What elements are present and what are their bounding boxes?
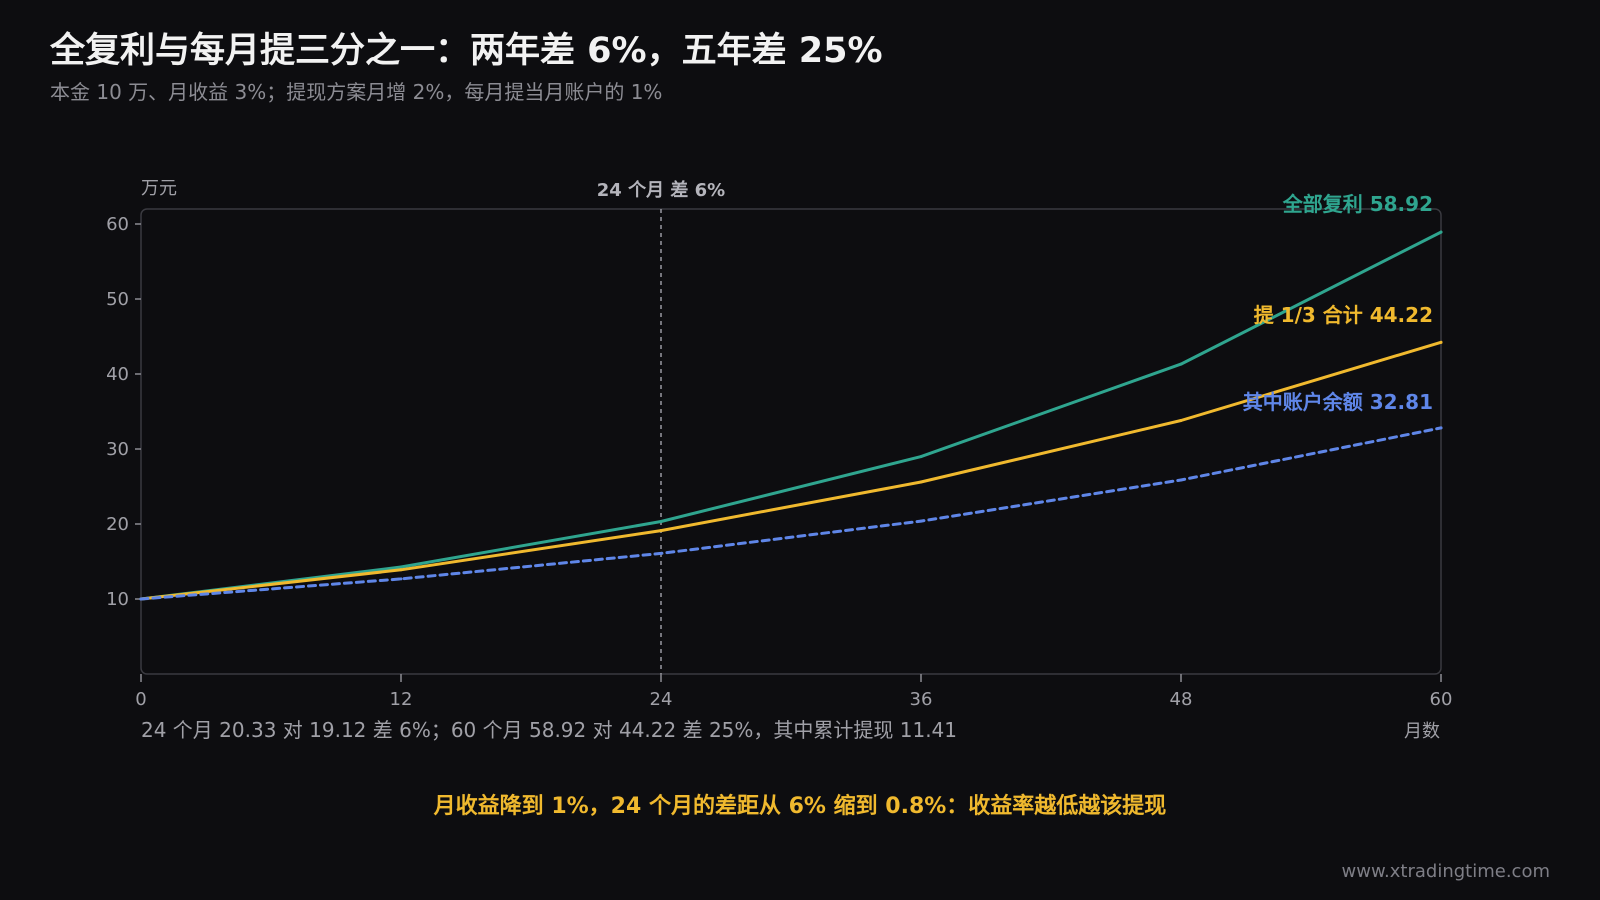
y-tick-label: 60: [106, 214, 129, 235]
x-tick-label: 36: [910, 689, 933, 710]
chart-subtitle: 本金 10 万、月收益 3%；提现方案月增 2%，每月提当月账户的 1%: [50, 80, 663, 104]
data-point: [919, 519, 923, 523]
series-label-2: 其中账户余额 32.81: [1243, 390, 1433, 414]
data-point: [1439, 230, 1443, 234]
data-point: [659, 529, 663, 533]
y-tick-label: 40: [106, 364, 129, 385]
series-label-1: 提 1/3 合计 44.22: [1254, 303, 1433, 327]
highlight-conclusion: 月收益降到 1%，24 个月的差距从 6% 缩到 0.8%：收益率越低越该提现: [433, 794, 1167, 819]
data-point: [1179, 419, 1183, 422]
x-tick-label: 24: [650, 689, 673, 710]
y-tick-label: 30: [106, 439, 129, 460]
y-tick-label: 10: [106, 589, 129, 610]
data-point: [919, 455, 923, 459]
x-tick-label: 60: [1430, 689, 1453, 710]
data-point: [399, 568, 403, 572]
data-point: [659, 551, 663, 555]
y-axis-label: 万元: [141, 178, 177, 199]
source-url: www.xtradingtime.com: [1341, 861, 1550, 882]
y-tick-label: 20: [106, 514, 129, 535]
data-point: [399, 565, 403, 569]
data-point: [919, 480, 923, 484]
x-tick-label: 0: [135, 689, 146, 710]
series-line-1: [139, 340, 1443, 601]
series-label-0: 全部复利 58.92: [1282, 192, 1433, 216]
series-line-0: [139, 230, 1443, 601]
data-point: [1439, 426, 1443, 430]
data-point: [1179, 478, 1183, 482]
x-tick-label: 12: [390, 689, 413, 710]
plot-frame: [140, 208, 1442, 675]
data-point: [1179, 362, 1183, 366]
data-point: [659, 520, 663, 524]
data-point: [399, 577, 403, 581]
footnote: 24 个月 20.33 对 19.12 差 6%；60 个月 58.92 对 4…: [141, 718, 958, 742]
data-point: [1439, 340, 1443, 344]
data-point: [139, 597, 143, 601]
annotation-label: 24 个月 差 6%: [597, 179, 725, 201]
chart-title: 全复利与每月提三分之一：两年差 6%，五年差 25%: [50, 31, 883, 71]
x-axis-label: 月数: [1404, 721, 1440, 742]
y-tick-label: 50: [106, 289, 129, 310]
x-tick-label: 48: [1170, 689, 1193, 710]
series-line-2: [139, 426, 1443, 601]
